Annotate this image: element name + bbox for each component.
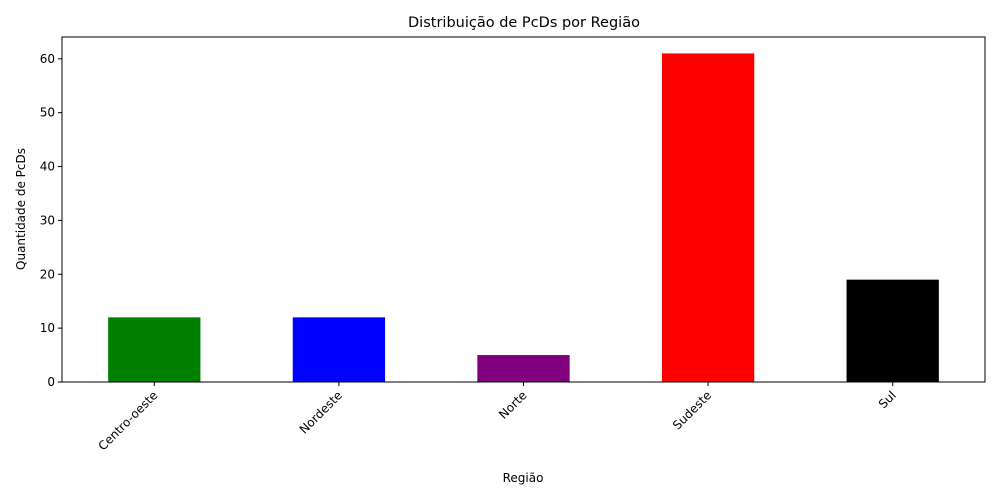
x-tick-label: Centro-oeste [95, 388, 160, 453]
x-axis-label: Região [503, 471, 544, 485]
bar-sul [846, 279, 939, 382]
x-axis-ticks: Centro-oeste Nordeste Norte Sudeste Sul [95, 382, 899, 453]
y-axis-ticks: 0 10 20 30 40 50 60 [40, 52, 62, 389]
y-tick-label: 50 [40, 106, 55, 120]
x-tick-label: Nordeste [297, 388, 345, 436]
y-tick-label: 10 [40, 321, 55, 335]
y-tick-label: 30 [40, 213, 55, 227]
y-tick-label: 0 [47, 375, 55, 389]
bar-nordeste [292, 317, 386, 382]
y-axis-label: Quantidade de PcDs [14, 148, 28, 270]
x-tick-label: Sudeste [670, 388, 714, 432]
x-tick-label: Norte [496, 388, 529, 421]
bar-norte [477, 355, 570, 382]
y-tick-label: 20 [40, 267, 55, 281]
y-tick-label: 40 [40, 160, 55, 174]
plot-frame [61, 36, 986, 383]
x-tick-label: Sul [876, 388, 899, 411]
bar-sudeste [661, 53, 755, 383]
chart-title: Distribuição de PcDs por Região [408, 15, 640, 31]
bars-layer [108, 53, 939, 383]
bar-centro-oeste [108, 317, 201, 382]
y-tick-label: 60 [40, 52, 55, 66]
